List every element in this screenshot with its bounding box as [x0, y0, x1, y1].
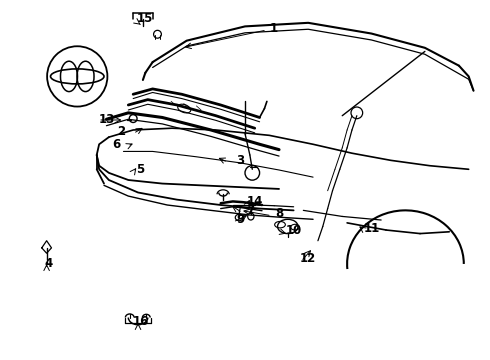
Text: 15: 15	[137, 12, 153, 25]
Text: 6: 6	[112, 138, 120, 151]
Text: 3: 3	[236, 154, 244, 167]
Text: 1: 1	[270, 22, 278, 35]
Text: 2: 2	[117, 125, 125, 138]
Text: 7: 7	[246, 204, 254, 217]
Text: 12: 12	[300, 252, 317, 265]
Text: 4: 4	[44, 257, 52, 270]
Text: 13: 13	[98, 113, 115, 126]
Text: 9: 9	[236, 213, 244, 226]
Text: 5: 5	[136, 163, 145, 176]
Text: 14: 14	[246, 195, 263, 208]
Text: 16: 16	[132, 315, 148, 328]
Text: 11: 11	[363, 222, 380, 235]
Text: 8: 8	[275, 207, 283, 220]
Text: 10: 10	[286, 224, 302, 237]
